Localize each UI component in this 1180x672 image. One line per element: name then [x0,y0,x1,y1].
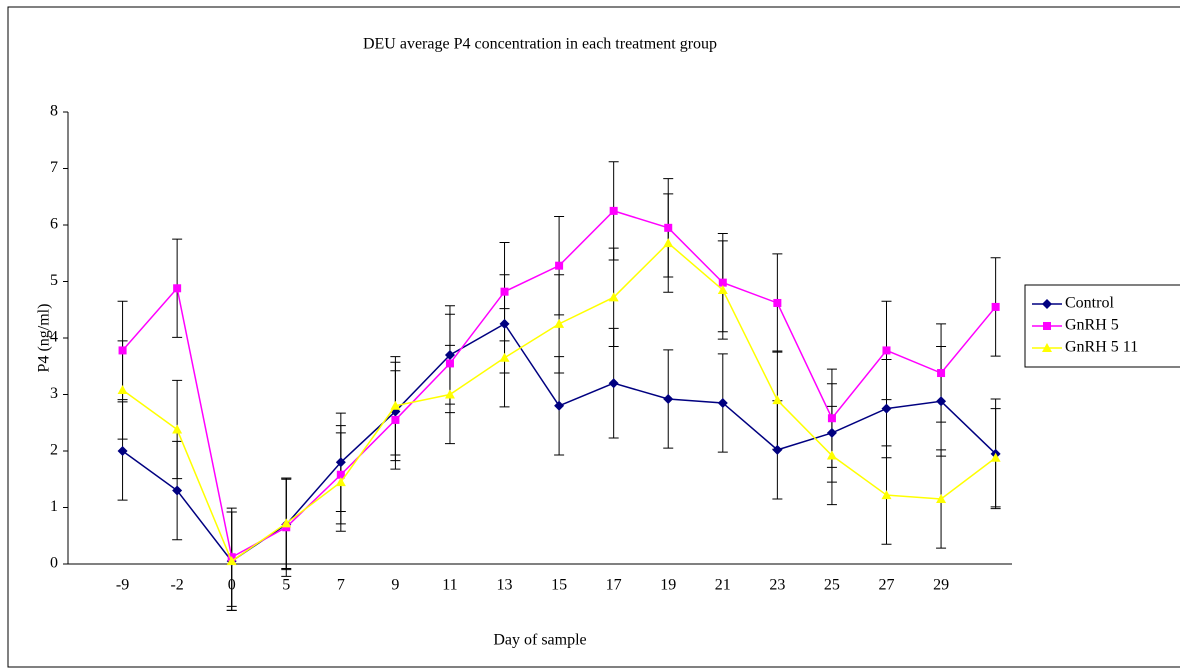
marker [937,369,946,378]
marker [117,384,128,394]
marker [826,427,837,438]
marker [718,278,727,287]
marker [936,396,947,407]
marker [390,400,401,410]
x-tick-label: 15 [551,577,567,594]
legend-label: Control [1065,295,1114,312]
x-tick-label: -2 [170,577,183,594]
marker [335,457,346,468]
marker [991,302,1000,311]
x-tick-label: 27 [878,577,894,594]
marker [936,494,947,504]
x-tick-label: -9 [116,577,129,594]
marker [172,485,183,496]
marker [608,378,619,389]
x-tick-label: 17 [606,577,622,594]
x-tick-label: 21 [715,577,731,594]
marker [172,424,183,434]
marker [173,284,182,293]
marker [336,470,345,479]
y-tick-label: 8 [50,103,58,120]
marker [827,414,836,423]
marker [391,415,400,424]
marker [445,359,454,368]
marker [281,518,292,528]
marker [664,223,673,232]
marker [554,400,565,411]
marker [608,292,619,302]
marker [500,287,509,296]
marker [499,318,510,329]
marker [772,444,783,455]
y-tick-label: 6 [50,216,58,233]
legend-label: GnRH 5 [1065,317,1119,334]
y-tick-label: 4 [50,329,58,346]
marker [773,298,782,307]
y-tick-label: 7 [50,159,58,176]
x-tick-label: 23 [769,577,785,594]
y-tick-label: 5 [50,272,58,289]
y-axis-label: P4 (ng/ml) [36,304,53,373]
marker [226,556,237,566]
y-tick-label: 0 [50,555,58,572]
marker [117,446,128,456]
marker [555,261,564,270]
legend-label: GnRH 5 11 [1065,339,1138,356]
marker [663,394,674,405]
marker [772,395,783,405]
marker [882,346,891,355]
x-axis-label: Day of sample [493,632,586,649]
marker [881,403,892,414]
marker [609,206,618,215]
x-tick-label: 25 [824,577,840,594]
y-tick-label: 3 [50,385,58,402]
marker [663,238,674,248]
marker [881,490,892,500]
legend-marker [1042,299,1052,309]
x-tick-label: 13 [497,577,513,594]
y-tick-label: 1 [50,498,58,515]
x-tick-label: 11 [442,577,457,594]
x-tick-label: 29 [933,577,949,594]
marker [335,477,346,487]
marker [444,389,455,399]
x-tick-label: 9 [391,577,399,594]
marker [118,346,127,355]
legend-marker [1043,322,1051,330]
marker [717,284,728,294]
marker [499,352,510,362]
marker [444,349,455,360]
legend-marker [1042,343,1052,352]
chart-title: DEU average P4 concentration in each tre… [363,36,717,53]
marker [990,452,1001,462]
marker [717,397,728,408]
marker [826,450,837,460]
marker [554,318,565,328]
x-tick-label: 19 [660,577,676,594]
chart-border [7,6,1180,668]
y-tick-label: 2 [50,442,58,459]
x-tick-label: 7 [337,577,345,594]
x-tick-label: 5 [282,577,290,594]
